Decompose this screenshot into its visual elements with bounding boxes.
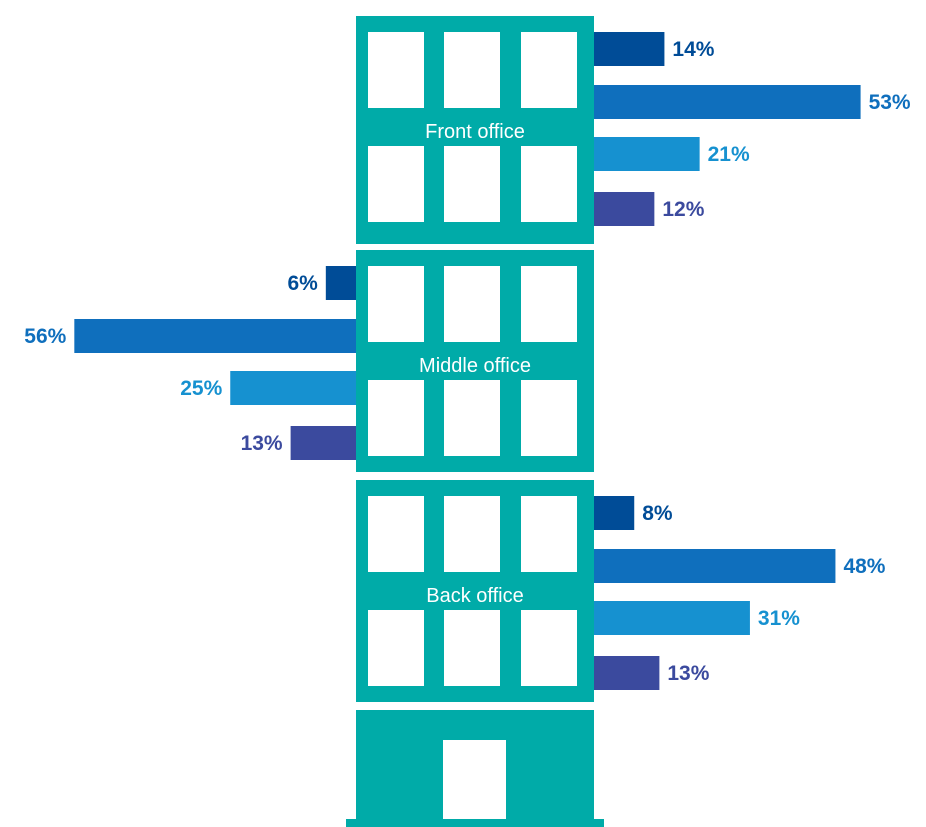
data-label: 8%	[642, 502, 673, 525]
ground-base	[346, 819, 604, 827]
window	[521, 610, 577, 686]
data-label: 48%	[843, 555, 885, 578]
window	[444, 496, 500, 572]
window	[521, 146, 577, 222]
value-labels: Front office Middle office Back office 14% 5…	[24, 38, 911, 685]
bar	[594, 32, 665, 66]
window	[368, 380, 424, 456]
data-label: 14%	[672, 38, 714, 61]
bar	[594, 137, 700, 171]
data-label: 25%	[180, 377, 222, 400]
window	[444, 266, 500, 342]
floor-label: Back office	[426, 585, 523, 607]
bar	[290, 426, 356, 460]
bar	[230, 371, 356, 405]
window	[368, 146, 424, 222]
bar	[594, 656, 660, 690]
window	[521, 380, 577, 456]
bar-series	[74, 32, 861, 690]
window	[444, 146, 500, 222]
bar	[325, 266, 356, 300]
bar	[594, 496, 635, 530]
door	[443, 740, 506, 820]
floor-label: Front office	[425, 121, 525, 143]
data-label: 56%	[24, 325, 66, 348]
data-label: 6%	[287, 272, 318, 295]
bar	[594, 85, 861, 119]
building-illustration	[346, 16, 604, 827]
data-label: 12%	[662, 198, 704, 221]
floor-label: Middle office	[419, 355, 531, 377]
window	[444, 380, 500, 456]
window	[521, 32, 577, 108]
window	[521, 266, 577, 342]
window	[444, 610, 500, 686]
window	[368, 32, 424, 108]
data-label: 13%	[667, 662, 709, 685]
window	[521, 496, 577, 572]
data-label: 13%	[241, 432, 283, 455]
data-label: 31%	[758, 607, 800, 630]
window	[368, 496, 424, 572]
data-label: 21%	[708, 143, 750, 166]
window	[368, 610, 424, 686]
window	[368, 266, 424, 342]
bar	[74, 319, 356, 353]
data-label: 53%	[869, 91, 911, 114]
bar	[594, 192, 655, 226]
bar	[594, 601, 750, 635]
window	[444, 32, 500, 108]
bar	[594, 549, 836, 583]
